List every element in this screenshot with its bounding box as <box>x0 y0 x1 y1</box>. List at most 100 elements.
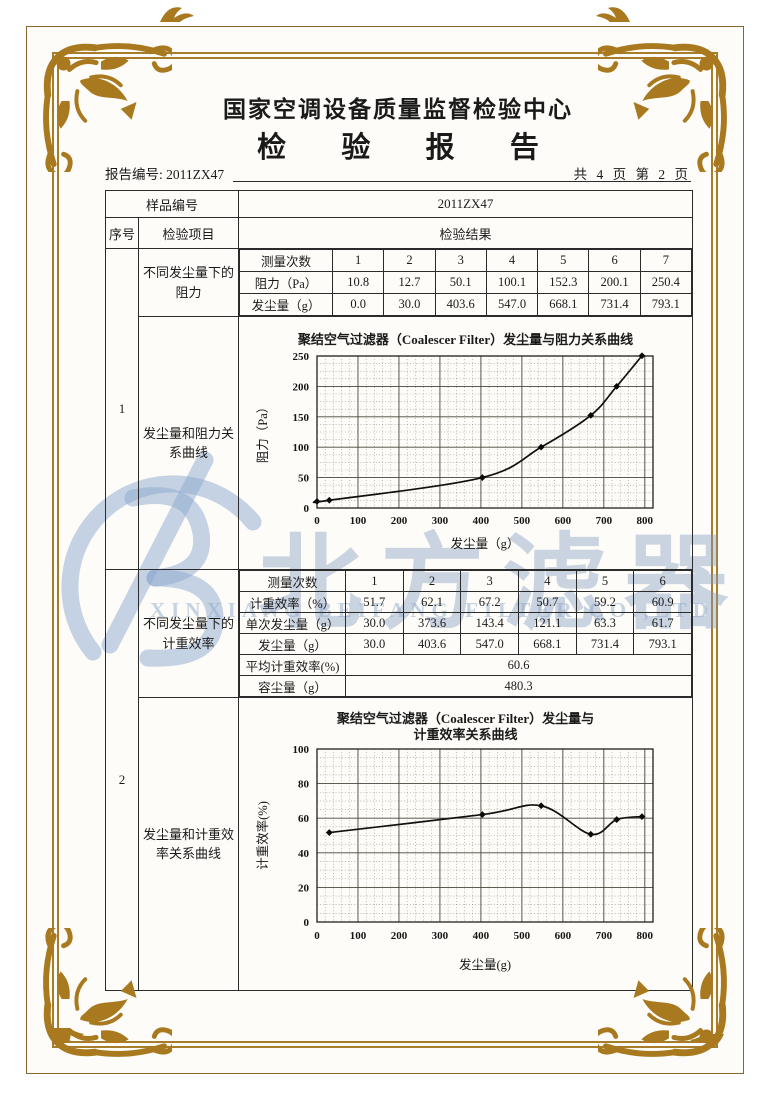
subtable-summary-value: 60.6 <box>345 654 693 676</box>
svg-text:0: 0 <box>314 515 320 527</box>
svg-text:200: 200 <box>292 381 309 393</box>
edge-sprig-icon <box>160 7 194 22</box>
svg-text:800: 800 <box>636 515 653 527</box>
corner-ornament-top-right <box>598 34 736 172</box>
svg-text:100: 100 <box>292 442 309 454</box>
subtable-value-cell: 547.0 <box>460 633 519 655</box>
subtable-header-label: 测量次数 <box>239 249 334 272</box>
svg-text:20: 20 <box>298 882 310 894</box>
subtable-header-label: 测量次数 <box>239 570 347 592</box>
subtable-value-cell: 30.0 <box>383 293 436 316</box>
corner-ornament-top-left <box>34 34 172 172</box>
sample-number-label: 样品编号 <box>104 190 240 218</box>
subtable-header-cell: 4 <box>485 249 539 272</box>
table-row: 2 不同发尘量下的计重效率 测量次数 1 2 3 4 5 6 计重效率（%） 51.7 62.1 6… <box>105 569 694 991</box>
svg-text:100: 100 <box>349 930 366 942</box>
subtable-header-cell: 2 <box>402 570 462 592</box>
svg-text:计重效率(%): 计重效率(%) <box>255 801 270 870</box>
measurement-subtable: 测量次数 1 2 3 4 5 6 7 阻力（Pa） 10.8 12.7 50.1 100.1 152.3 2… <box>239 249 693 316</box>
col-header-seq: 序号 <box>105 217 139 249</box>
svg-text:500: 500 <box>513 930 530 942</box>
efficiency-chart-plot: 0 20 40 60 80 100 0 100 200 300 400 500 600 700 800 计重效… <box>255 744 654 972</box>
subtable-value-cell: 0.0 <box>332 293 385 316</box>
subtable-value-cell: 121.1 <box>517 612 577 634</box>
organization-title: 国家空调设备质量监督检验中心 <box>223 97 573 122</box>
svg-text:0: 0 <box>303 503 309 515</box>
svg-text:400: 400 <box>472 930 489 942</box>
subtable-value-cell: 100.1 <box>485 271 539 294</box>
subtable-header-cell: 3 <box>460 570 519 592</box>
subtable-header-cell: 2 <box>383 249 436 272</box>
subtable-header-cell: 6 <box>633 570 693 592</box>
subtable-value-cell: 403.6 <box>402 633 462 655</box>
table-row: 发尘量和计重效率关系曲线 聚结空气过滤器（Coalescer Filter）发尘… <box>106 697 694 991</box>
subtable-value-cell: 793.1 <box>639 293 693 316</box>
svg-text:700: 700 <box>595 515 612 527</box>
subtable-summary-label: 容尘量（g） <box>239 675 347 697</box>
subtable-value-cell: 403.6 <box>434 293 487 316</box>
svg-text:60: 60 <box>298 813 310 825</box>
resistance-chart: 聚结空气过滤器（Coalescer Filter）发尘量与阻力关系曲线 0 50 1… <box>239 329 692 558</box>
chart-title-line: 计重效率关系曲线 <box>413 726 518 742</box>
subtable-value-cell: 30.0 <box>345 633 404 655</box>
subtable-value-cell: 10.8 <box>332 271 385 294</box>
resistance-chart-plot: 0 50 100 150 200 250 0 100 200 300 400 500 600 700 800… <box>256 351 654 551</box>
svg-text:100: 100 <box>349 515 366 527</box>
document-title: 检 验 报 告 <box>257 132 563 164</box>
subtable-row-label: 阻力（Pa） <box>239 271 334 294</box>
subtable-header-cell: 6 <box>588 249 641 272</box>
svg-text:0: 0 <box>314 930 320 942</box>
measurement-table-efficiency: 测量次数 1 2 3 4 5 6 计重效率（%） 51.7 62.1 67.2 50.7 59.2 60.… <box>239 570 693 697</box>
svg-text:150: 150 <box>292 411 309 423</box>
col-header-result: 检验结果 <box>238 217 694 249</box>
subtable-header-cell: 5 <box>575 570 635 592</box>
svg-text:300: 300 <box>431 515 448 527</box>
col-header-item: 检验项目 <box>137 217 240 249</box>
edge-sprig-icon <box>690 1034 724 1049</box>
svg-text:300: 300 <box>431 930 448 942</box>
subtable-value-cell: 143.4 <box>460 612 519 634</box>
subtable-header-cell: 5 <box>537 249 590 272</box>
subtable-value-cell: 51.7 <box>345 591 404 613</box>
item-resistance-data: 不同发尘量下的阻力 <box>137 248 240 317</box>
subtable-summary-value: 480.3 <box>345 675 693 697</box>
report-number-value: 2011ZX47 <box>166 167 225 182</box>
item-resistance-curve: 发尘量和阻力关系曲线 <box>137 316 240 570</box>
subtable-row-label: 单次发尘量（g） <box>239 612 347 634</box>
subtable-value-cell: 200.1 <box>588 271 641 294</box>
item-efficiency-data: 不同发尘量下的计重效率 <box>137 569 240 698</box>
svg-text:700: 700 <box>595 930 612 942</box>
efficiency-chart: 聚结空气过滤器（Coalescer Filter）发尘量与 计重效率关系曲线 0 2… <box>239 708 692 981</box>
subtable-value-cell: 152.3 <box>537 271 590 294</box>
subtable-value-cell: 63.3 <box>575 612 635 634</box>
subtable-value-cell: 250.4 <box>639 271 693 294</box>
svg-text:600: 600 <box>554 930 571 942</box>
item-efficiency-curve: 发尘量和计重效率关系曲线 <box>137 697 240 991</box>
subtable-value-cell: 62.1 <box>402 591 462 613</box>
subtable-row-label: 发尘量（g） <box>239 293 334 316</box>
subtable-summary-label: 平均计重效率(%) <box>239 654 347 676</box>
svg-text:发尘量(g): 发尘量(g) <box>458 957 510 972</box>
sample-number-value: 2011ZX47 <box>238 190 694 218</box>
subtable-row-label: 发尘量（g） <box>239 633 347 655</box>
subtable-header-cell: 1 <box>332 249 385 272</box>
subtable-value-cell: 60.9 <box>633 591 693 613</box>
svg-text:200: 200 <box>390 930 407 942</box>
svg-text:阻力（Pa）: 阻力（Pa） <box>256 400 270 463</box>
report-number-label: 报告编号: <box>105 167 163 182</box>
svg-text:500: 500 <box>513 515 530 527</box>
subtable-value-cell: 50.1 <box>434 271 487 294</box>
subtable-header-cell: 1 <box>345 570 404 592</box>
subtable-header-cell: 4 <box>517 570 577 592</box>
report-number: 报告编号: 2011ZX47 <box>105 163 224 183</box>
sample-row: 样品编号 2011ZX47 <box>104 190 694 218</box>
subtable-value-cell: 731.4 <box>575 633 635 655</box>
svg-text:200: 200 <box>390 515 407 527</box>
svg-text:250: 250 <box>292 351 309 363</box>
table-row: 发尘量和阻力关系曲线 聚结空气过滤器（Coalescer Filter）发尘量与… <box>106 316 694 570</box>
table-row: 1 不同发尘量下的阻力 测量次数 1 2 3 4 5 6 7 阻力（Pa） 10.8 12.7 50.… <box>105 248 694 570</box>
subtable-value-cell: 30.0 <box>345 612 404 634</box>
chart-title: 聚结空气过滤器（Coalescer Filter）发尘量与 计重效率关系曲线 <box>337 711 594 743</box>
inner-gold-frame <box>52 52 718 1048</box>
